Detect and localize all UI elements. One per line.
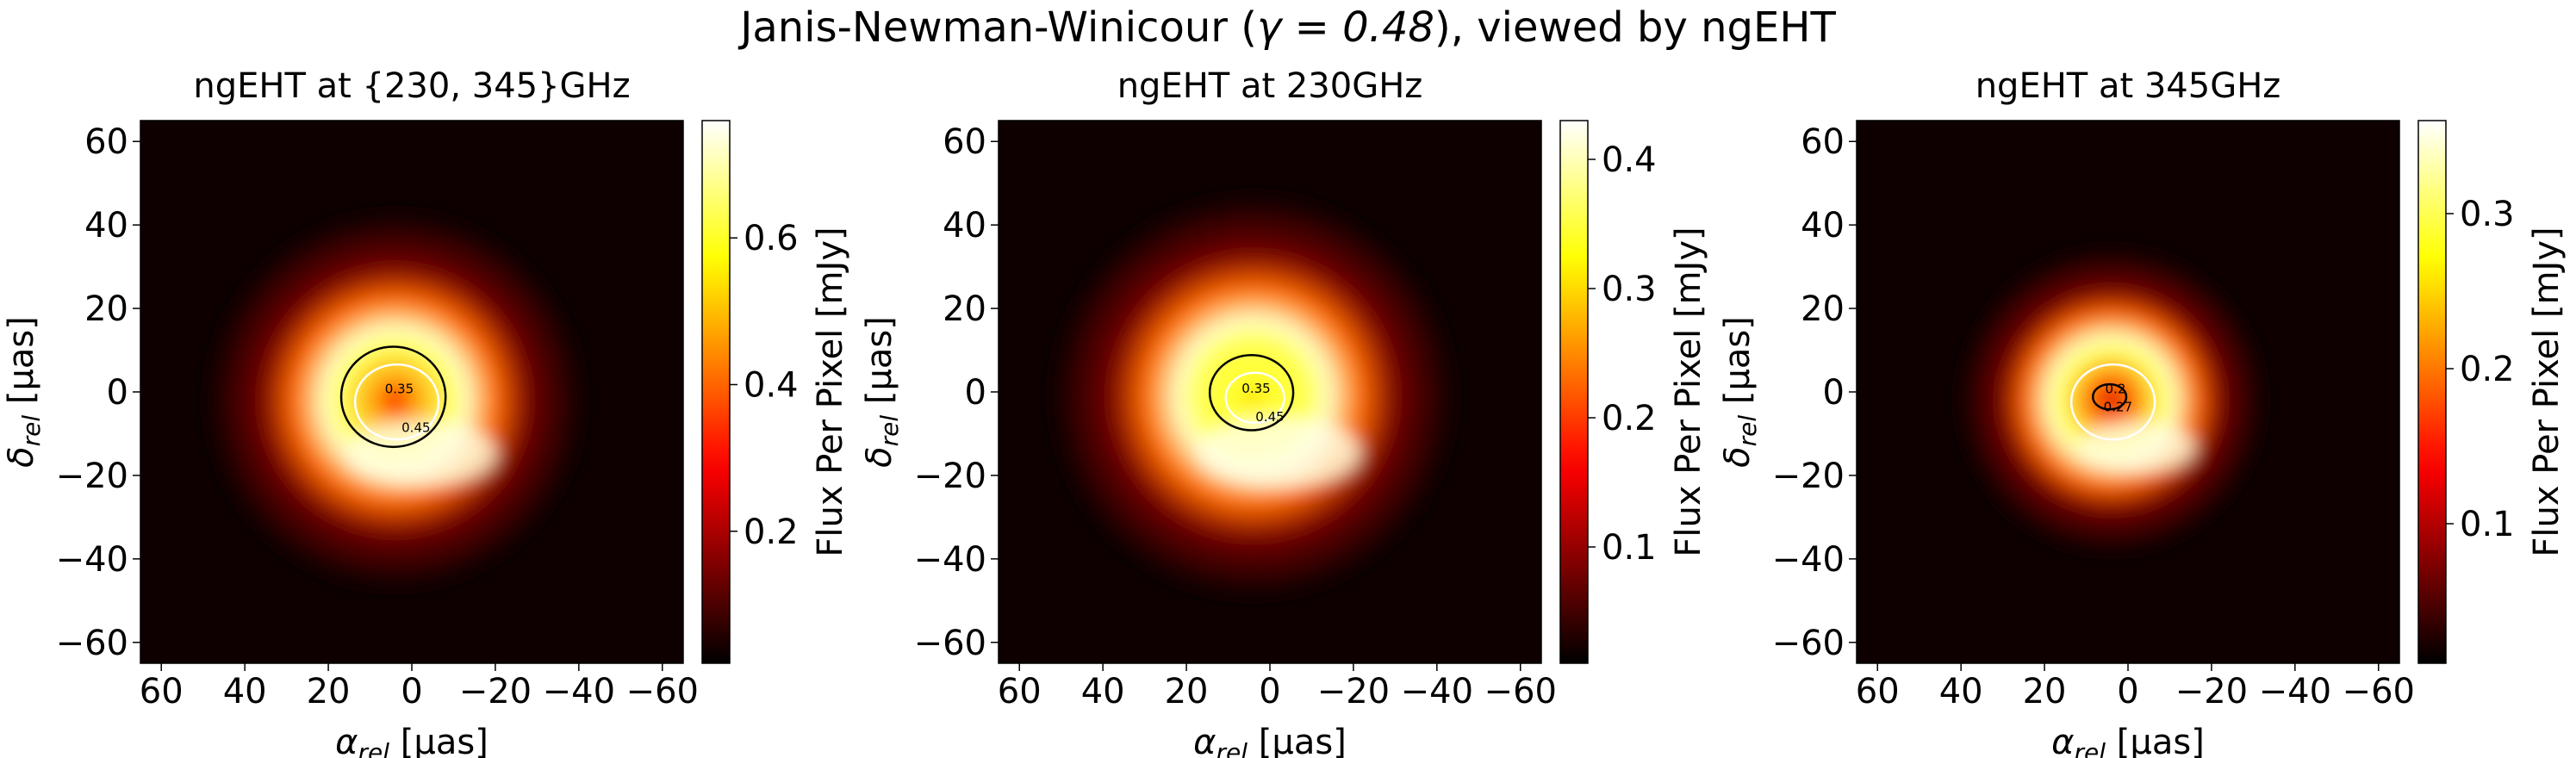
emission-ring [1957,245,2266,555]
x-tick-label: 20 [307,672,351,711]
y-axis-label: δrel [μas] [1718,316,1762,468]
y-tick-label: 40 [943,206,986,245]
colorbar-tick-label: 0.2 [1602,399,1657,438]
figure-title: Janis-Newman-Winicour (γ = 0.48), viewed… [737,3,1836,52]
y-tick-label: −60 [56,624,128,663]
y-tick-label: 0 [107,373,128,413]
contour-label-0-35: 0.35 [1241,381,1270,396]
y-tick-label: 60 [943,122,986,162]
x-tick-label: −60 [2343,672,2415,711]
colorbar-gradient [701,120,731,664]
panel-title: ngEHT at 230GHz [1117,66,1423,106]
contour-0-35 [1224,371,1285,425]
y-tick-label: 0 [1823,373,1845,413]
x-tick-label: −60 [626,672,699,711]
contour-label-0-35: 0.35 [385,382,414,397]
y-tick-label: −40 [914,540,986,580]
x-tick-label: 0 [401,672,422,711]
panel-title: ngEHT at {230, 345}GHz [193,66,630,106]
x-tick-label: 40 [1081,672,1125,711]
y-tick-label: 40 [84,206,128,245]
contour-0-45 [1208,353,1295,432]
panel-2: 0.35 0.45 60 40 20 0 −20 −40 −60 60 40 20 0 −20 −40 −60… [860,66,1708,758]
contour-0-35 [353,363,440,441]
x-tick-label: 20 [2023,672,2067,711]
colorbar-tick-label: 0.3 [2460,195,2515,234]
x-tick-label: 20 [1165,672,1209,711]
x-tick-label: −40 [543,672,615,711]
x-tick-label: −40 [2259,672,2331,711]
x-tick-label: −20 [1317,672,1390,711]
y-axis-label: δrel [μas] [2,316,46,468]
colorbar-tick-label: 0.2 [2460,350,2515,389]
x-tick-label: 40 [223,672,267,711]
panel-title: ngEHT at 345GHz [1976,66,2281,106]
colorbar-tick-label: 0.3 [1602,270,1657,309]
x-tick-label: 0 [1259,672,1280,711]
x-tick-label: 60 [998,672,1042,711]
contour-0-2 [2069,363,2156,441]
y-tick-label: 60 [1801,122,1845,162]
x-tick-label: 0 [2117,672,2138,711]
colorbar-tick-label: 0.2 [744,513,799,552]
x-axis-label: αrel [μas] [335,723,488,758]
contour-label-0-27: 0.27 [2104,400,2132,415]
contour-label-0-45: 0.45 [401,420,430,436]
colorbar-tick-label: 0.4 [1602,140,1657,180]
heatmap-image: 0.35 0.45 [140,121,683,663]
colorbar-label: Flux Per Pixel [mJy] [1669,227,1708,556]
x-tick-label: −20 [459,672,532,711]
colorbar-tick-label: 0.1 [2460,505,2515,544]
x-tick-label: 60 [1856,672,1900,711]
colorbar-label: Flux Per Pixel [mJy] [2527,227,2567,556]
colorbar-gradient [2417,120,2447,664]
y-tick-label: −60 [1772,624,1845,663]
colorbar-tick-label: 0.6 [744,219,799,258]
colorbar-tick-label: 0.1 [1602,528,1657,568]
y-tick-label: 60 [84,122,128,162]
colorbar-tick-label: 0.4 [744,365,799,405]
colorbar: 0.1 0.2 0.3 0.4 Flux Per Pixel [mJy] [1559,120,1708,664]
panel-1: 0.35 0.45 60 40 20 0 −20 −40 −60 60 40 20 0 −20 −40 −60… [2,66,850,758]
emission-ring [1049,192,1458,600]
x-tick-label: 40 [1939,672,1983,711]
colorbar-gradient [1559,120,1589,664]
x-tick-label: 60 [140,672,184,711]
colorbar: 0.2 0.4 0.6 Flux Per Pixel [mJy] [701,120,850,664]
emission-ring [204,209,586,591]
contour-0-45 [339,345,447,449]
contour-0-27 [2091,382,2128,411]
heatmap-image: 0.35 0.45 [999,121,1541,663]
heatmap-image: 0.20.27 [1857,121,2399,663]
x-tick-label: −40 [1401,672,1473,711]
x-axis-label: αrel [μas] [1193,723,1347,758]
y-tick-label: 20 [1801,289,1845,329]
y-tick-label: 40 [1801,206,1845,245]
contour-label-0-45: 0.45 [1255,409,1284,425]
y-tick-label: −60 [914,624,986,663]
y-tick-label: −40 [56,540,128,580]
colorbar: 0.1 0.2 0.3 Flux Per Pixel [mJy] [2417,120,2567,664]
colorbar-label: Flux Per Pixel [mJy] [811,227,850,556]
y-tick-label: −20 [56,457,128,496]
x-tick-label: −20 [2175,672,2248,711]
y-axis-label: δrel [μas] [860,316,904,468]
x-axis-label: αrel [μas] [2051,723,2205,758]
y-tick-label: −40 [1772,540,1845,580]
x-tick-label: −60 [1484,672,1557,711]
y-tick-label: 0 [965,373,986,413]
y-tick-label: 20 [84,289,128,329]
y-tick-label: −20 [914,457,986,496]
y-tick-label: 20 [943,289,986,329]
y-tick-label: −20 [1772,457,1845,496]
